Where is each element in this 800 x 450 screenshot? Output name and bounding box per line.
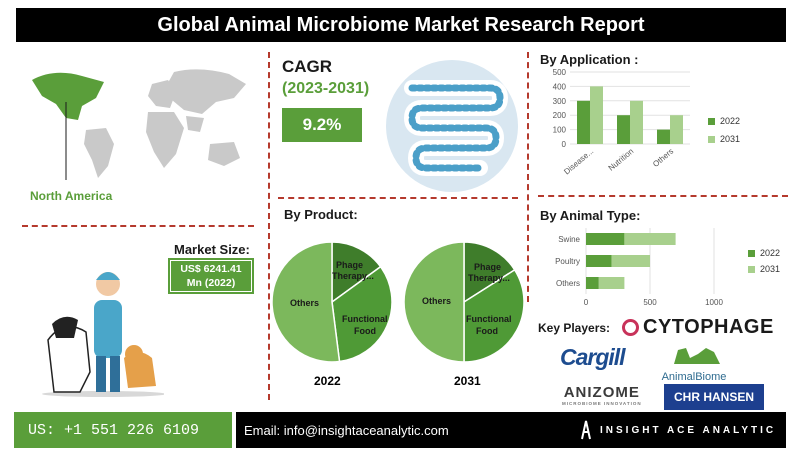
- animal-legend-swatch-2022: [748, 250, 755, 257]
- report-title: Global Animal Microbiome Market Research…: [16, 8, 786, 42]
- cytophage-logo: CYTOPHAGE: [622, 316, 774, 339]
- pie-2022-slice-1: [331, 265, 393, 363]
- pie-2022-year: 2022: [314, 374, 341, 388]
- app-legend-swatch-2022: [708, 118, 715, 125]
- market-size-label: Market Size:: [174, 242, 250, 257]
- market-size-period: Mn (2022): [186, 277, 236, 289]
- product-pie-charts: Others Phage Therapy... Functional Food …: [271, 241, 525, 388]
- pie-2031-slice-0: [463, 241, 516, 304]
- pie-2022-label-phage-1: Phage: [336, 260, 363, 270]
- animal-bar-2022-0: [586, 233, 625, 245]
- pie-2031-slice-1: [463, 268, 525, 363]
- app-category-label: Nutrition: [607, 147, 636, 173]
- app-ytick-label: 200: [553, 111, 567, 120]
- animal-bar-2022-1: [586, 255, 612, 267]
- animal-legend-swatch-2031: [748, 266, 755, 273]
- pie-2022-slice-2: [271, 241, 341, 363]
- gut-microbiome-illustration: [386, 60, 518, 192]
- animal-category-label: Poultry: [555, 257, 580, 266]
- app-bar-2022-0: [577, 100, 590, 144]
- pie-2031-label-phage-1: Phage: [474, 262, 501, 272]
- animal-bar-2031-2: [598, 277, 625, 289]
- app-ytick-label: 300: [553, 97, 567, 106]
- brand-icon: [580, 420, 592, 440]
- animal-bar-2031-0: [624, 233, 676, 245]
- divider-left-horizontal: [22, 225, 254, 227]
- footer-phone[interactable]: US: +1 551 226 6109: [14, 412, 232, 448]
- pie-2031-label-phage-2: Therapy...: [468, 273, 510, 283]
- animal-category-label: Swine: [558, 235, 580, 244]
- anizome-logo: ANIZOME MICROBIOME INNOVATION: [562, 384, 642, 406]
- app-bar-2022-1: [617, 115, 630, 144]
- app-legend-label-2022: 2022: [720, 116, 740, 126]
- region-label: North America: [30, 189, 113, 203]
- pie-2031-slice-2: [403, 241, 465, 363]
- app-bar-2022-2: [657, 129, 670, 144]
- animal-xtick-label: 0: [584, 298, 589, 307]
- app-bar-2031-2: [670, 115, 683, 144]
- cargill-logo: Cargill: [560, 344, 626, 370]
- pie-2022-label-functional-2: Food: [354, 326, 376, 336]
- chr-hansen-logo: CHR HANSEN: [664, 384, 764, 410]
- divider-right-horizontal: [538, 195, 788, 197]
- pie-2031-year: 2031: [454, 374, 481, 388]
- animal-bar-2031-1: [611, 255, 650, 267]
- app-category-label: Others: [651, 147, 675, 169]
- app-ytick-label: 0: [562, 140, 567, 149]
- animal-title: By Animal Type:: [540, 208, 641, 223]
- key-players-title: Key Players:: [538, 321, 611, 335]
- pie-2031-label-functional-1: Functional: [466, 314, 512, 324]
- app-bar-2031-1: [630, 100, 643, 144]
- animal-xtick-label: 1000: [705, 298, 723, 307]
- market-size-value: US$ 6241.41: [180, 263, 242, 275]
- animal-legend-label-2022: 2022: [760, 248, 780, 258]
- footer-email[interactable]: Email: info@insightaceanalytic.com: [236, 412, 786, 448]
- animalbiome-icon: [674, 348, 720, 364]
- pie-2022-label-others: Others: [290, 298, 319, 308]
- cytophage-icon: [622, 319, 639, 336]
- divider-right: [527, 52, 529, 302]
- pie-2022-slice-0: [331, 241, 382, 304]
- animal-category-label: Others: [556, 279, 580, 288]
- vet-with-dogs-illustration: [42, 272, 164, 397]
- app-ytick-label: 400: [553, 82, 567, 91]
- product-title: By Product:: [284, 207, 358, 222]
- cagr-years: (2023-2031): [282, 80, 370, 97]
- animal-xtick-label: 500: [643, 298, 657, 307]
- pie-2022-label-functional-1: Functional: [342, 314, 388, 324]
- cagr-title: CAGR: [282, 57, 333, 76]
- pie-2031-label-others: Others: [422, 296, 451, 306]
- cagr-value: 9.2%: [282, 108, 362, 142]
- app-ytick-label: 500: [553, 68, 567, 77]
- north-america-shape: [32, 72, 104, 120]
- divider-center-horizontal: [278, 197, 518, 199]
- app-ytick-label: 100: [553, 126, 567, 135]
- application-title: By Application :: [540, 52, 639, 67]
- app-category-label: Disease...: [562, 147, 595, 177]
- world-map: [32, 69, 246, 180]
- animal-legend-label-2031: 2031: [760, 264, 780, 274]
- app-legend-swatch-2031: [708, 136, 715, 143]
- footer-brand: INSIGHT ACE ANALYTIC: [600, 424, 777, 436]
- animal-bar-2022-2: [586, 277, 599, 289]
- animalbiome-logo: AnimalBiome: [662, 344, 728, 383]
- application-bar-chart: 0 100 200 300 400 500 Disease... Nutrition Other…: [553, 68, 740, 177]
- market-size-box: US$ 6241.41 Mn (2022): [168, 258, 254, 294]
- pie-2022-label-phage-2: Therapy...: [332, 271, 374, 281]
- divider-left: [268, 52, 270, 400]
- pie-2031-label-functional-2: Food: [476, 326, 498, 336]
- app-bar-2031-0: [590, 86, 603, 144]
- animal-type-bar-chart: 0 500 1000 Swine Poultry Others 2022 2031: [555, 228, 780, 307]
- app-legend-label-2031: 2031: [720, 134, 740, 144]
